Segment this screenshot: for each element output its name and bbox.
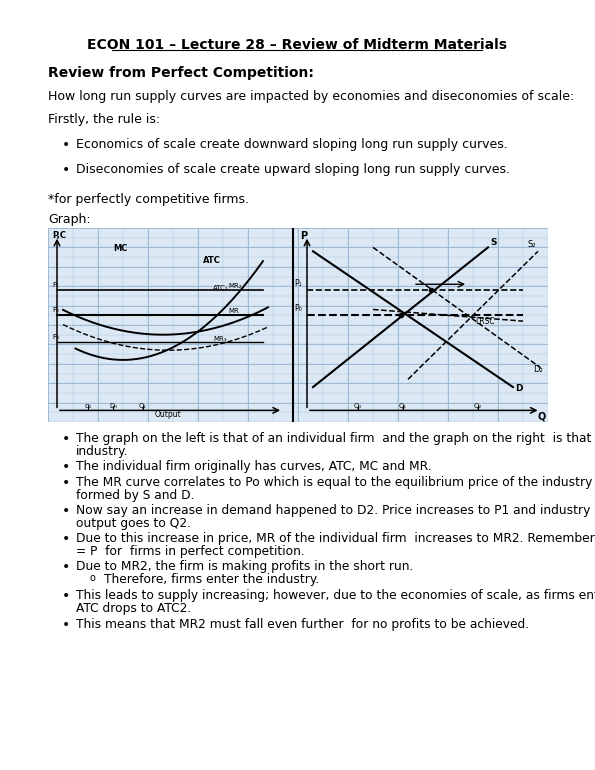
Text: P₀: P₀ xyxy=(52,307,59,313)
Text: P₁: P₁ xyxy=(294,280,302,288)
Text: P₃: P₃ xyxy=(52,334,59,340)
Text: Therefore, firms enter the industry.: Therefore, firms enter the industry. xyxy=(104,573,320,586)
Text: LRSC: LRSC xyxy=(475,317,495,326)
Text: ATC drops to ATC2.: ATC drops to ATC2. xyxy=(76,602,191,615)
Text: P₁: P₁ xyxy=(52,282,59,288)
Text: Review from Perfect Competition:: Review from Perfect Competition: xyxy=(48,66,314,80)
Text: •: • xyxy=(62,532,70,546)
Text: output goes to Q2.: output goes to Q2. xyxy=(76,517,191,530)
Text: Q₀: Q₀ xyxy=(354,403,362,410)
Text: = P  for  firms in perfect competition.: = P for firms in perfect competition. xyxy=(76,545,305,558)
Text: Diseconomies of scale create upward sloping long run supply curves.: Diseconomies of scale create upward slop… xyxy=(76,163,510,176)
Text: The graph on the left is that of an individual firm  and the graph on the right : The graph on the left is that of an indi… xyxy=(76,432,595,445)
Text: This means that MR2 must fall even further  for no profits to be achieved.: This means that MR2 must fall even furth… xyxy=(76,618,529,631)
Text: •: • xyxy=(62,163,70,177)
Text: This leads to supply increasing; however, due to the economies of scale, as firm: This leads to supply increasing; however… xyxy=(76,589,595,602)
Text: MR: MR xyxy=(228,308,239,314)
Text: •: • xyxy=(62,560,70,574)
Text: Q₂: Q₂ xyxy=(474,403,482,410)
Text: industry.: industry. xyxy=(76,445,129,458)
Text: P,C: P,C xyxy=(52,231,66,240)
Text: D₂: D₂ xyxy=(533,364,543,373)
Text: Graph:: Graph: xyxy=(48,213,90,226)
Text: S₂: S₂ xyxy=(528,240,537,249)
Text: P₀: P₀ xyxy=(294,304,302,313)
Text: ATC₂: ATC₂ xyxy=(213,285,228,291)
Text: MR₂: MR₂ xyxy=(228,283,242,290)
Text: Output: Output xyxy=(155,410,181,419)
Text: Firstly, the rule is:: Firstly, the rule is: xyxy=(48,113,160,126)
Text: MC: MC xyxy=(113,244,127,253)
Text: formed by S and D.: formed by S and D. xyxy=(76,489,195,502)
Text: Due to MR2, the firm is making profits in the short run.: Due to MR2, the firm is making profits i… xyxy=(76,560,414,573)
Text: ECON 101 – Lecture 28 – Review of Midterm Materials: ECON 101 – Lecture 28 – Review of Midter… xyxy=(87,38,507,52)
Text: The MR curve correlates to Po which is equal to the equilibrium price of the ind: The MR curve correlates to Po which is e… xyxy=(76,476,593,489)
Text: Q₁: Q₁ xyxy=(139,403,147,410)
Text: •: • xyxy=(62,618,70,632)
Text: •: • xyxy=(62,460,70,474)
Text: MR₃: MR₃ xyxy=(213,336,227,342)
Text: *for perfectly competitive firms.: *for perfectly competitive firms. xyxy=(48,193,249,206)
Text: Due to this increase in price, MR of the individual firm  increases to MR2. Reme: Due to this increase in price, MR of the… xyxy=(76,532,595,545)
Text: •: • xyxy=(62,589,70,603)
Text: D: D xyxy=(515,384,523,393)
Text: •: • xyxy=(62,504,70,518)
Text: Economics of scale create downward sloping long run supply curves.: Economics of scale create downward slopi… xyxy=(76,138,508,151)
Text: D₀: D₀ xyxy=(109,403,117,410)
Text: The individual firm originally has curves, ATC, MC and MR.: The individual firm originally has curve… xyxy=(76,460,431,473)
Text: How long run supply curves are impacted by economies and diseconomies of scale:: How long run supply curves are impacted … xyxy=(48,90,574,103)
Text: •: • xyxy=(62,476,70,490)
Text: S: S xyxy=(490,239,497,247)
Text: q₂: q₂ xyxy=(84,403,92,410)
Text: •: • xyxy=(62,138,70,152)
Text: Now say an increase in demand happened to D2. Price increases to P1 and industry: Now say an increase in demand happened t… xyxy=(76,504,590,517)
Text: ATC: ATC xyxy=(203,256,221,265)
Text: •: • xyxy=(62,432,70,446)
Text: o: o xyxy=(90,573,96,583)
Text: P: P xyxy=(300,231,308,241)
Text: Q: Q xyxy=(538,411,546,421)
Text: Q₁: Q₁ xyxy=(399,403,407,410)
